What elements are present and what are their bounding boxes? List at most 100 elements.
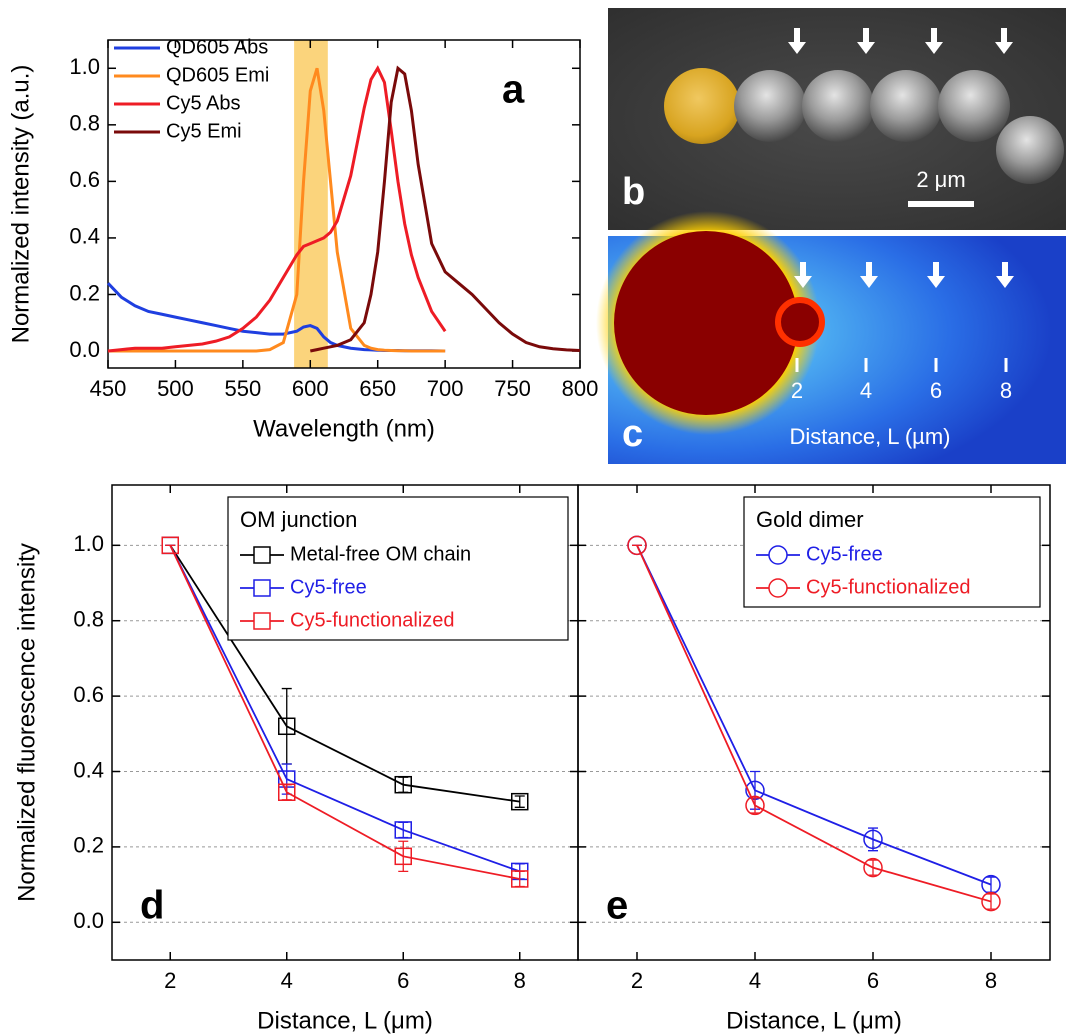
error-bar xyxy=(750,797,760,814)
arrow xyxy=(860,262,878,288)
x-axis-label: Wavelength (nm) xyxy=(253,415,435,442)
marker xyxy=(278,783,296,801)
marker xyxy=(863,829,883,850)
y-tick-label: 0.2 xyxy=(73,833,104,858)
legend-label: Cy5-functionalized xyxy=(806,576,971,598)
y-tick-label: 0.4 xyxy=(69,224,100,249)
marker xyxy=(394,847,412,866)
marker xyxy=(863,857,883,878)
marker xyxy=(161,536,179,555)
x-tick-label: 600 xyxy=(292,376,329,401)
sphere xyxy=(938,70,1010,142)
error-bar xyxy=(868,827,878,852)
x-tick-label: 650 xyxy=(359,376,396,401)
legend-marker xyxy=(768,545,788,565)
gold-sphere xyxy=(664,68,740,144)
legend-label: Cy5-functionalized xyxy=(290,609,455,631)
scale-bar-label: 2 μm xyxy=(916,167,965,192)
marker-label: 4 xyxy=(860,378,872,403)
fluorescence-image: 2 4 6 8 Distance, L (µm) c xyxy=(596,211,1066,464)
y-tick-label: 0.2 xyxy=(69,280,100,305)
arrow xyxy=(996,262,1014,288)
x-tick-label: 8 xyxy=(985,968,997,993)
series-line xyxy=(636,544,992,886)
panel-label: d xyxy=(140,884,164,928)
x-tick-label: 500 xyxy=(157,376,194,401)
series-line xyxy=(107,65,447,353)
x-tick-label: 450 xyxy=(90,376,127,401)
arrow xyxy=(995,28,1013,54)
marker-labels: 2 4 6 8 xyxy=(791,378,1012,403)
series-line xyxy=(636,544,992,903)
marker-label: 2 xyxy=(791,378,803,403)
panel-label: c xyxy=(622,413,643,455)
legend-label: Cy5 Abs xyxy=(166,92,240,114)
x-axis-label: Distance, L (μm) xyxy=(726,1007,902,1034)
x-tick-label: 4 xyxy=(749,968,761,993)
legend-marker xyxy=(253,546,271,564)
sem-image: 2 μm b xyxy=(608,8,1066,230)
y-tick-label: 1.0 xyxy=(73,531,104,556)
hotspot xyxy=(614,231,798,415)
x-tick-label: 2 xyxy=(164,968,176,993)
series-line xyxy=(108,67,446,353)
sphere xyxy=(996,116,1064,184)
marker xyxy=(511,870,529,888)
y-tick-label: 0.6 xyxy=(73,682,104,707)
error-bar xyxy=(398,840,409,873)
error-bar xyxy=(986,876,996,893)
y-tick-label: 0.6 xyxy=(69,167,100,192)
y-tick-label: 0.8 xyxy=(73,607,104,632)
legend-box xyxy=(227,496,569,641)
y-axis-label: Normalized fluorescence intensity xyxy=(13,543,40,902)
arrow xyxy=(925,28,943,54)
plot-frame xyxy=(577,484,1051,961)
error-bar xyxy=(868,859,878,876)
x-tick-label: 2 xyxy=(631,968,643,993)
legend-label: Metal-free OM chain xyxy=(290,543,471,565)
error-bar xyxy=(398,821,409,839)
y-tick-label: 0.8 xyxy=(69,111,100,136)
arrows xyxy=(788,28,1013,54)
x-axis-label: Distance, L (μm) xyxy=(257,1007,433,1034)
panel-label: b xyxy=(622,171,645,213)
arrow xyxy=(794,262,812,288)
x-tick-label: 8 xyxy=(514,968,526,993)
arrow xyxy=(788,28,806,54)
y-tick-label: 1.0 xyxy=(69,54,100,79)
chart: 2 4 6 8 Gold dimer Cy5-free Cy5-functionalized… xyxy=(577,484,1051,1034)
panel-label: e xyxy=(606,884,628,928)
marker xyxy=(981,891,1001,912)
sphere xyxy=(802,70,874,142)
scale-bar xyxy=(908,201,974,207)
marker xyxy=(394,775,412,794)
arrows xyxy=(794,262,1014,288)
arrow xyxy=(857,28,875,54)
hotspot xyxy=(775,297,825,347)
chart: 0.0 0.2 0.4 0.6 0.8 1.0 450 500 550 600 650 700 750 8… xyxy=(7,36,598,442)
series-line xyxy=(106,282,446,353)
sphere xyxy=(870,70,942,142)
legend-label: QD605 Emi xyxy=(166,64,269,86)
marker-label: 8 xyxy=(1000,378,1012,403)
legend-marker xyxy=(253,579,271,597)
legend-marker xyxy=(768,578,788,598)
y-tick-label: 0.4 xyxy=(73,757,104,782)
marker xyxy=(278,717,296,736)
sphere xyxy=(734,70,806,142)
marker-label: 6 xyxy=(930,378,942,403)
chart: 0.0 0.2 0.4 0.6 0.8 1.0 2 4 6 8 OM junction Metal-f… xyxy=(13,484,579,1034)
series-line xyxy=(169,544,521,873)
series-line xyxy=(169,544,520,880)
x-tick-label: 700 xyxy=(427,376,464,401)
error-bar xyxy=(514,795,525,808)
legend-title: OM junction xyxy=(240,507,357,532)
series-line xyxy=(309,65,581,353)
x-tick-label: 4 xyxy=(281,968,293,993)
marker xyxy=(745,795,765,816)
y-tick-label: 0.0 xyxy=(73,908,104,933)
legend-label: Cy5-free xyxy=(290,576,367,598)
x-tick-label: 750 xyxy=(494,376,531,401)
